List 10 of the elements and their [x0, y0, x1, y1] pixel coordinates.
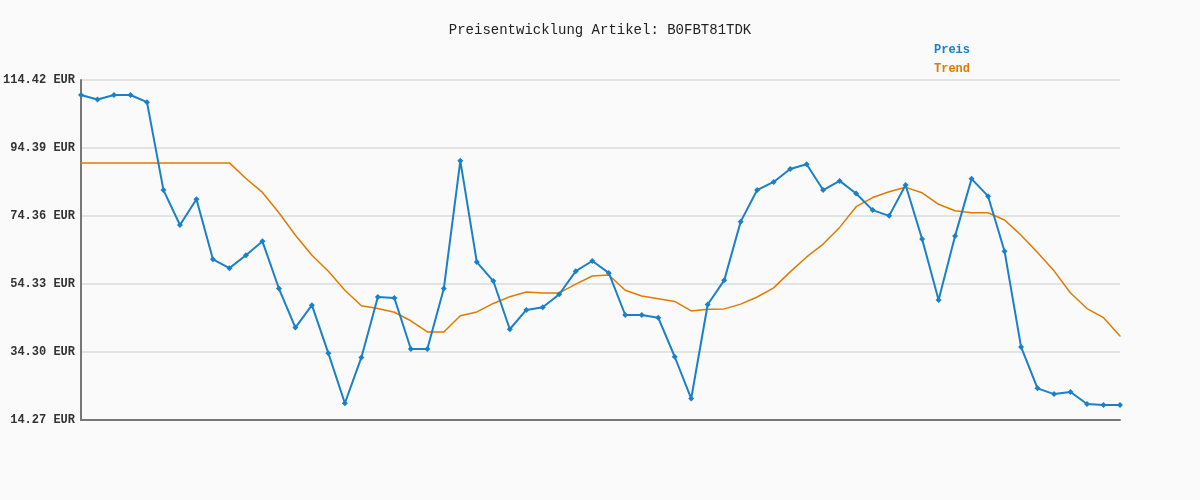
y-tick-label: 94.39 EUR: [10, 141, 76, 155]
line-series: [80, 162, 1121, 337]
chart-title: Preisentwicklung Artikel: B0FBT81TDK: [448, 22, 752, 38]
y-tick-label: 114.42 EUR: [3, 73, 76, 87]
y-tick-label: 74.36 EUR: [10, 209, 76, 223]
y-tick-label: 54.33 EUR: [10, 277, 76, 291]
text: Preis: [933, 43, 971, 57]
text: Trend: [933, 62, 971, 76]
y-tick-label: 34.30 EUR: [10, 345, 76, 359]
y-tick-label: 14.27 EUR: [10, 413, 76, 427]
